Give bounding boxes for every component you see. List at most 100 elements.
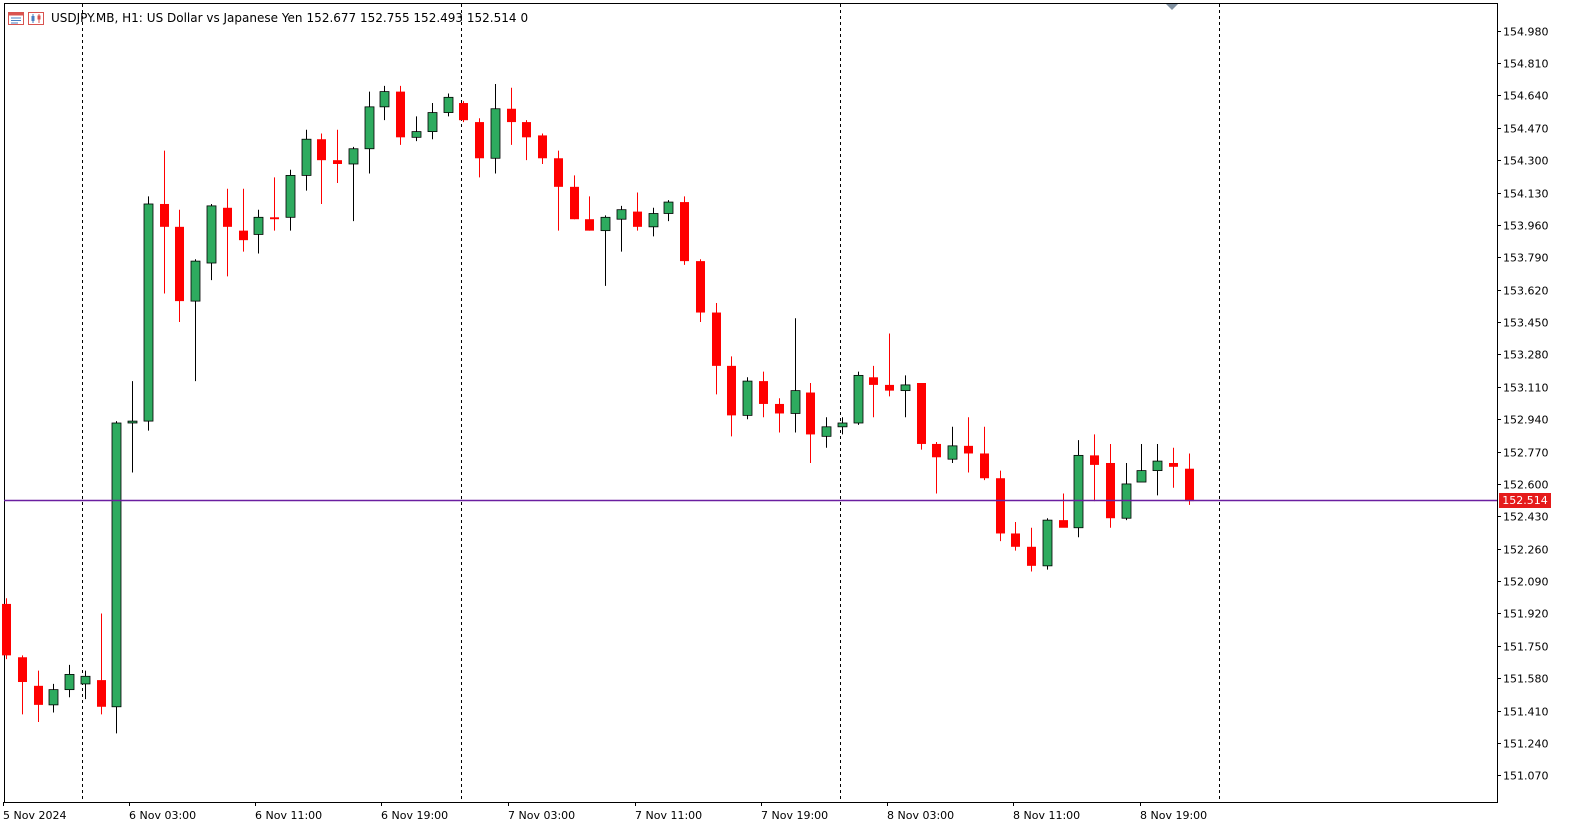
bear-candle: [175, 226, 184, 302]
y-tick-label: 154.130: [1503, 188, 1549, 201]
x-tick-label: 6 Nov 19:00: [381, 809, 448, 822]
bear-candle: [806, 392, 815, 435]
y-tick-label: 153.450: [1503, 317, 1549, 330]
bear-candle: [885, 384, 894, 391]
bull-candle: [600, 216, 611, 232]
bull-candle: [1136, 470, 1147, 483]
y-tick-label: 153.110: [1503, 382, 1549, 395]
bear-candle: [775, 403, 784, 414]
bull-candle: [853, 374, 864, 424]
x-tick-label: 7 Nov 19:00: [761, 809, 828, 822]
bear-candle: [759, 381, 768, 404]
volume-value: 0: [520, 11, 529, 25]
chart-shift-marker[interactable]: [1166, 4, 1178, 10]
y-tick-label: 153.790: [1503, 252, 1549, 265]
bear-candle: [34, 685, 43, 705]
bull-candle: [206, 205, 217, 264]
y-tick-label: 152.770: [1503, 447, 1549, 460]
x-tick-label: 6 Nov 11:00: [255, 809, 322, 822]
bear-candle: [333, 160, 342, 164]
bull-candle: [1152, 460, 1163, 472]
y-tick-label: 154.300: [1503, 155, 1549, 168]
candles-icon[interactable]: [28, 11, 44, 25]
bear-candle: [459, 103, 468, 121]
y-tick-label: 151.410: [1503, 706, 1549, 719]
chart-header: USDJPY.MB, H1: US Dollar vs Japanese Yen…: [8, 9, 528, 27]
bull-candle: [127, 420, 138, 424]
bull-candle: [111, 422, 122, 708]
y-tick-label: 154.980: [1503, 26, 1549, 39]
symbol-label: USDJPY.MB, H1:: [51, 11, 143, 25]
x-tick-label: 7 Nov 03:00: [508, 809, 575, 822]
chart-window-icon[interactable]: [8, 11, 24, 25]
bull-candle: [411, 131, 422, 138]
x-tick-label: 8 Nov 03:00: [887, 809, 954, 822]
bear-candle: [696, 261, 705, 313]
bear-candle: [1185, 468, 1194, 502]
bear-candle: [917, 383, 926, 444]
bear-candle: [1169, 462, 1178, 467]
bear-candle: [160, 203, 169, 227]
y-tick-label: 152.430: [1503, 511, 1549, 524]
y-tick-label: 153.960: [1503, 220, 1549, 233]
bull-candle: [663, 201, 674, 214]
bear-candle: [554, 158, 563, 187]
bull-candle: [80, 675, 91, 685]
y-tick-label: 152.260: [1503, 544, 1549, 557]
bull-candle: [301, 138, 312, 176]
bull-candle: [742, 380, 753, 416]
bear-candle: [239, 230, 248, 241]
bear-candle: [964, 445, 973, 454]
bear-candle: [522, 122, 531, 138]
bear-candle: [223, 207, 232, 227]
y-tick-label: 151.580: [1503, 673, 1549, 686]
bear-candle: [996, 478, 1005, 534]
bull-candle: [143, 203, 154, 422]
plot-frame: [4, 3, 1498, 803]
current-price-tag: 152.514: [1499, 493, 1551, 508]
bear-candle: [1106, 462, 1115, 519]
y-tick-label: 151.240: [1503, 738, 1549, 751]
bull-candle: [648, 213, 659, 228]
symbol-description: US Dollar vs Japanese Yen: [146, 11, 303, 25]
bull-candle: [427, 112, 438, 133]
x-tick-label: 6 Nov 03:00: [129, 809, 196, 822]
bull-candle: [837, 422, 848, 428]
y-tick-label: 153.620: [1503, 285, 1549, 298]
bear-candle: [712, 312, 721, 366]
bear-candle: [932, 443, 941, 458]
y-tick-label: 151.750: [1503, 641, 1549, 654]
y-tick-label: 152.600: [1503, 479, 1549, 492]
bull-candle: [64, 673, 75, 691]
x-tick-label: 7 Nov 11:00: [635, 809, 702, 822]
bear-candle: [396, 91, 405, 138]
bear-candle: [680, 202, 689, 262]
bull-candle: [48, 689, 59, 706]
bull-candle: [364, 106, 375, 150]
bull-candle: [790, 390, 801, 414]
x-tick-label: 5 Nov 2024: [3, 809, 66, 822]
bull-candle: [190, 260, 201, 302]
y-tick-label: 154.470: [1503, 123, 1549, 136]
bear-candle: [97, 680, 106, 707]
bull-candle: [1042, 519, 1053, 567]
y-tick-label: 151.920: [1503, 608, 1549, 621]
x-tick-label: 8 Nov 11:00: [1013, 809, 1080, 822]
bear-candle: [1011, 533, 1020, 547]
bull-candle: [443, 96, 454, 113]
bull-candle: [616, 209, 627, 220]
bear-candle: [270, 217, 279, 220]
bear-candle: [1059, 520, 1068, 528]
bear-candle: [1027, 546, 1036, 566]
ohlc-values: 152.677 152.755 152.493 152.514: [306, 11, 517, 25]
bull-candle: [253, 216, 264, 235]
bull-candle: [285, 175, 296, 218]
bear-candle: [869, 377, 878, 385]
bull-candle: [379, 91, 390, 108]
bear-candle: [980, 453, 989, 479]
y-tick-label: 152.090: [1503, 576, 1549, 589]
bear-candle: [633, 211, 642, 227]
bear-candle: [18, 657, 27, 683]
